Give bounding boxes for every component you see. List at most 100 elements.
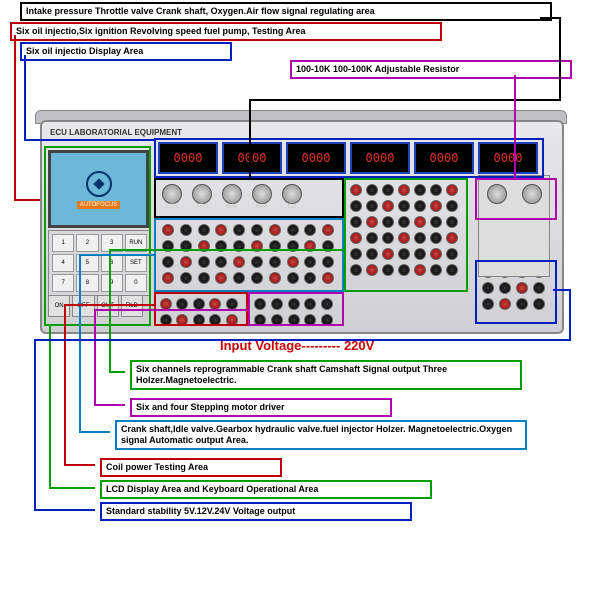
jack[interactable] xyxy=(350,264,362,276)
jack[interactable] xyxy=(162,240,174,252)
jack[interactable] xyxy=(322,224,334,236)
jack[interactable] xyxy=(288,314,300,326)
jack[interactable] xyxy=(382,216,394,228)
jack[interactable] xyxy=(288,298,300,310)
jack[interactable] xyxy=(226,298,238,310)
jack[interactable] xyxy=(430,200,442,212)
jack[interactable] xyxy=(198,256,210,268)
jack[interactable] xyxy=(350,248,362,260)
jack[interactable] xyxy=(382,248,394,260)
jack[interactable] xyxy=(251,224,263,236)
jack[interactable] xyxy=(251,240,263,252)
jack[interactable] xyxy=(193,314,205,326)
jack[interactable] xyxy=(251,272,263,284)
out-button[interactable]: OUT xyxy=(97,295,119,317)
jack[interactable] xyxy=(350,200,362,212)
jack[interactable] xyxy=(160,298,172,310)
key-3[interactable]: 3 xyxy=(101,234,123,252)
key-1[interactable]: 1 xyxy=(52,234,74,252)
jack[interactable] xyxy=(304,272,316,284)
jack[interactable] xyxy=(398,248,410,260)
jack[interactable] xyxy=(398,200,410,212)
jack[interactable] xyxy=(398,264,410,276)
jack[interactable] xyxy=(198,272,210,284)
jack[interactable] xyxy=(304,298,316,310)
jack[interactable] xyxy=(414,264,426,276)
jack[interactable] xyxy=(430,264,442,276)
jack[interactable] xyxy=(533,282,545,294)
rld-button[interactable]: RLD xyxy=(121,295,143,317)
jack[interactable] xyxy=(516,298,528,310)
jack[interactable] xyxy=(304,256,316,268)
jack[interactable] xyxy=(287,256,299,268)
jack[interactable] xyxy=(321,298,333,310)
jack[interactable] xyxy=(209,298,221,310)
jack[interactable] xyxy=(233,272,245,284)
jack[interactable] xyxy=(414,216,426,228)
jack[interactable] xyxy=(446,232,458,244)
jack[interactable] xyxy=(398,216,410,228)
jack[interactable] xyxy=(215,256,227,268)
jack[interactable] xyxy=(176,314,188,326)
jack[interactable] xyxy=(271,314,283,326)
jack[interactable] xyxy=(499,298,511,310)
knob-map[interactable] xyxy=(222,184,242,204)
jack[interactable] xyxy=(269,240,281,252)
key-2[interactable]: 2 xyxy=(76,234,98,252)
jack[interactable] xyxy=(269,272,281,284)
jack[interactable] xyxy=(366,200,378,212)
jack[interactable] xyxy=(382,200,394,212)
knob-tps[interactable] xyxy=(192,184,212,204)
jack[interactable] xyxy=(287,224,299,236)
key-set[interactable]: SET xyxy=(125,254,147,272)
on-button[interactable]: ON xyxy=(48,295,70,317)
jack[interactable] xyxy=(215,272,227,284)
jack[interactable] xyxy=(414,248,426,260)
jack[interactable] xyxy=(350,184,362,196)
jack[interactable] xyxy=(366,264,378,276)
jack[interactable] xyxy=(233,256,245,268)
jack[interactable] xyxy=(176,298,188,310)
jack[interactable] xyxy=(398,232,410,244)
jack[interactable] xyxy=(430,232,442,244)
jack[interactable] xyxy=(180,240,192,252)
jack[interactable] xyxy=(366,248,378,260)
jack[interactable] xyxy=(430,216,442,228)
jack[interactable] xyxy=(322,256,334,268)
jack[interactable] xyxy=(350,216,362,228)
jack[interactable] xyxy=(398,184,410,196)
jack[interactable] xyxy=(233,240,245,252)
jack[interactable] xyxy=(215,240,227,252)
jack[interactable] xyxy=(287,272,299,284)
jack[interactable] xyxy=(269,256,281,268)
knob-maf[interactable] xyxy=(252,184,272,204)
jack[interactable] xyxy=(322,240,334,252)
jack[interactable] xyxy=(198,240,210,252)
jack[interactable] xyxy=(254,298,266,310)
jack[interactable] xyxy=(254,314,266,326)
off-button[interactable]: OFF xyxy=(72,295,94,317)
jack[interactable] xyxy=(446,200,458,212)
jack[interactable] xyxy=(233,224,245,236)
key-9[interactable]: 9 xyxy=(101,274,123,292)
jack[interactable] xyxy=(162,224,174,236)
jack[interactable] xyxy=(269,224,281,236)
jack[interactable] xyxy=(446,248,458,260)
jack[interactable] xyxy=(366,232,378,244)
jack[interactable] xyxy=(180,256,192,268)
jack[interactable] xyxy=(251,256,263,268)
jack[interactable] xyxy=(482,298,494,310)
jack[interactable] xyxy=(482,282,494,294)
key-0[interactable]: 0 xyxy=(125,274,147,292)
jack[interactable] xyxy=(271,298,283,310)
jack[interactable] xyxy=(162,256,174,268)
jack[interactable] xyxy=(180,224,192,236)
jack[interactable] xyxy=(193,298,205,310)
jack[interactable] xyxy=(198,224,210,236)
jack[interactable] xyxy=(516,282,528,294)
jack[interactable] xyxy=(499,282,511,294)
jack[interactable] xyxy=(446,264,458,276)
jack[interactable] xyxy=(414,184,426,196)
jack[interactable] xyxy=(160,314,172,326)
jack[interactable] xyxy=(366,184,378,196)
